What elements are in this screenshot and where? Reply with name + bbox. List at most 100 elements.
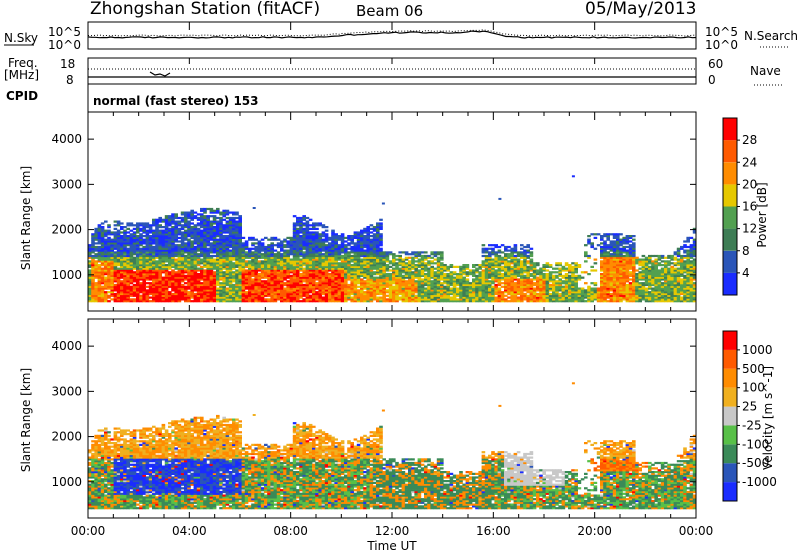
power-cell — [292, 267, 297, 270]
power-cell — [225, 236, 230, 239]
power-cell — [104, 253, 108, 256]
power-cell — [305, 273, 310, 276]
power-cell — [200, 218, 204, 221]
power-cell — [248, 262, 252, 265]
power-cell — [430, 262, 434, 265]
power-cell — [363, 262, 367, 265]
power-cell — [88, 298, 92, 301]
power-cell — [129, 287, 134, 290]
power-cell — [225, 209, 230, 212]
power-cell — [148, 249, 153, 252]
power-cell — [136, 253, 140, 256]
power-cell — [324, 233, 329, 236]
power-cell — [184, 260, 188, 263]
power-cell — [347, 256, 351, 259]
power-cell — [260, 269, 265, 272]
power-cell — [193, 283, 198, 287]
power-cell — [292, 256, 297, 259]
power-cell — [209, 238, 214, 241]
power-cell — [257, 294, 262, 297]
power-cell — [161, 283, 166, 287]
power-cell — [318, 283, 322, 287]
power-cell — [251, 264, 255, 267]
power-cell — [120, 226, 124, 229]
power-cell — [286, 254, 290, 258]
power-cell — [219, 222, 223, 225]
power-cell — [190, 245, 194, 249]
power-cell — [126, 282, 130, 285]
power-cell — [264, 287, 268, 290]
power-cell — [270, 244, 274, 247]
power-cell — [244, 244, 249, 247]
power-cell — [219, 273, 223, 276]
power-cell — [200, 269, 204, 272]
power-cell — [129, 271, 134, 274]
power-cell — [120, 280, 124, 283]
power-cell — [238, 265, 242, 268]
power-cell — [164, 267, 169, 270]
power-cell — [344, 291, 348, 294]
power-cell — [94, 285, 98, 288]
power-cell — [180, 216, 185, 220]
power-cell — [168, 227, 172, 230]
power-cell — [241, 287, 246, 290]
power-cell — [414, 280, 418, 283]
power-cell — [449, 264, 454, 267]
power-cell — [174, 273, 178, 276]
power-cell — [526, 254, 530, 258]
power-cell — [120, 276, 124, 279]
power-cell — [408, 260, 412, 263]
power-cell — [219, 287, 223, 290]
power-cell — [366, 264, 370, 267]
power-cell — [113, 231, 118, 234]
power-cell — [366, 256, 370, 259]
power-cell — [107, 249, 111, 252]
power-cell — [328, 294, 332, 297]
power-cell — [161, 280, 166, 283]
power-cell — [251, 267, 255, 270]
power-cell — [126, 292, 130, 296]
power-cell — [318, 276, 322, 279]
power-cell — [260, 294, 265, 297]
power-cell — [308, 294, 313, 297]
power-cell — [372, 262, 377, 265]
power-cell — [328, 264, 332, 267]
power-cell — [388, 282, 393, 285]
power-cell — [337, 236, 342, 239]
power-cell — [308, 283, 313, 287]
power-cell — [302, 285, 306, 288]
power-cell — [94, 236, 98, 239]
power-cell — [315, 283, 319, 287]
power-cell — [356, 242, 361, 245]
power-cell — [196, 227, 201, 230]
power-cell — [228, 258, 233, 261]
power-cell — [161, 282, 166, 285]
power-cell — [193, 224, 198, 227]
power-cell — [180, 236, 185, 239]
power-cell — [222, 238, 226, 241]
power-cell — [148, 283, 153, 287]
power-cell — [120, 269, 124, 272]
power-cell — [136, 249, 140, 252]
power-cell — [168, 238, 172, 241]
power-cell — [292, 235, 297, 238]
power-cell — [356, 256, 361, 259]
power-cell — [155, 251, 159, 254]
power-cell — [296, 242, 300, 245]
power-cell — [312, 287, 316, 290]
power-cell — [155, 220, 159, 223]
power-cell — [526, 282, 530, 285]
power-cell — [552, 271, 556, 274]
power-cell — [174, 274, 178, 277]
power-cell — [372, 282, 377, 285]
power-cell — [216, 242, 220, 245]
power-cell — [155, 298, 159, 301]
power-cell — [376, 276, 380, 279]
power-cell — [212, 278, 217, 281]
power-cell — [171, 216, 175, 220]
power-cell — [328, 253, 332, 256]
power-cell — [129, 238, 134, 241]
power-cell — [148, 276, 153, 279]
power-cell — [248, 291, 252, 294]
power-cell — [331, 269, 335, 272]
